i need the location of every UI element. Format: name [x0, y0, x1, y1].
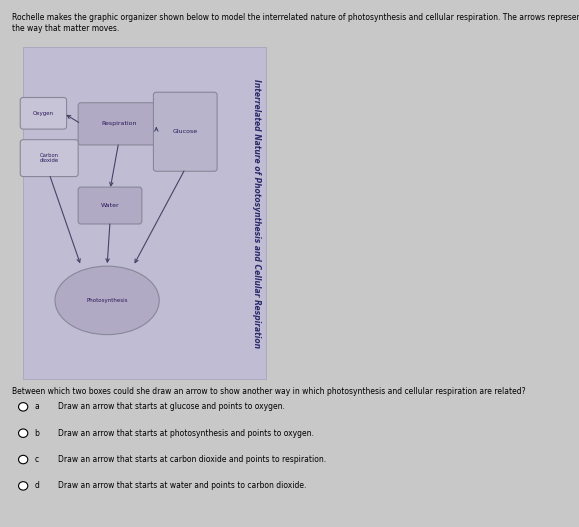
Text: c: c: [35, 455, 39, 464]
FancyBboxPatch shape: [20, 140, 78, 177]
Text: Respiration: Respiration: [101, 121, 137, 126]
FancyBboxPatch shape: [78, 103, 159, 145]
Text: a: a: [35, 402, 39, 412]
Text: Carbon
dioxide: Carbon dioxide: [39, 153, 59, 163]
FancyBboxPatch shape: [20, 97, 67, 129]
FancyBboxPatch shape: [78, 187, 142, 224]
Text: b: b: [35, 428, 39, 438]
Text: Rochelle makes the graphic organizer shown below to model the interrelated natur: Rochelle makes the graphic organizer sho…: [12, 13, 579, 22]
FancyBboxPatch shape: [23, 47, 266, 379]
Circle shape: [19, 482, 28, 490]
Circle shape: [19, 403, 28, 411]
FancyBboxPatch shape: [153, 92, 217, 171]
Text: Draw an arrow that starts at water and points to carbon dioxide.: Draw an arrow that starts at water and p…: [58, 481, 306, 491]
Text: Glucose: Glucose: [173, 129, 198, 134]
Text: d: d: [35, 481, 39, 491]
Text: Draw an arrow that starts at carbon dioxide and points to respiration.: Draw an arrow that starts at carbon diox…: [58, 455, 326, 464]
Ellipse shape: [55, 266, 159, 335]
Text: Draw an arrow that starts at photosynthesis and points to oxygen.: Draw an arrow that starts at photosynthe…: [58, 428, 314, 438]
Text: Oxygen: Oxygen: [33, 111, 54, 116]
Text: the way that matter moves.: the way that matter moves.: [12, 24, 119, 33]
Circle shape: [19, 429, 28, 437]
Text: Photosynthesis: Photosynthesis: [86, 298, 128, 303]
Text: Between which two boxes could she draw an arrow to show another way in which pho: Between which two boxes could she draw a…: [12, 387, 525, 396]
Text: Water: Water: [101, 203, 119, 208]
Text: Draw an arrow that starts at glucose and points to oxygen.: Draw an arrow that starts at glucose and…: [58, 402, 285, 412]
Text: Interrelated Nature of Photosynthesis and Cellular Respiration: Interrelated Nature of Photosynthesis an…: [251, 79, 261, 348]
Circle shape: [19, 455, 28, 464]
